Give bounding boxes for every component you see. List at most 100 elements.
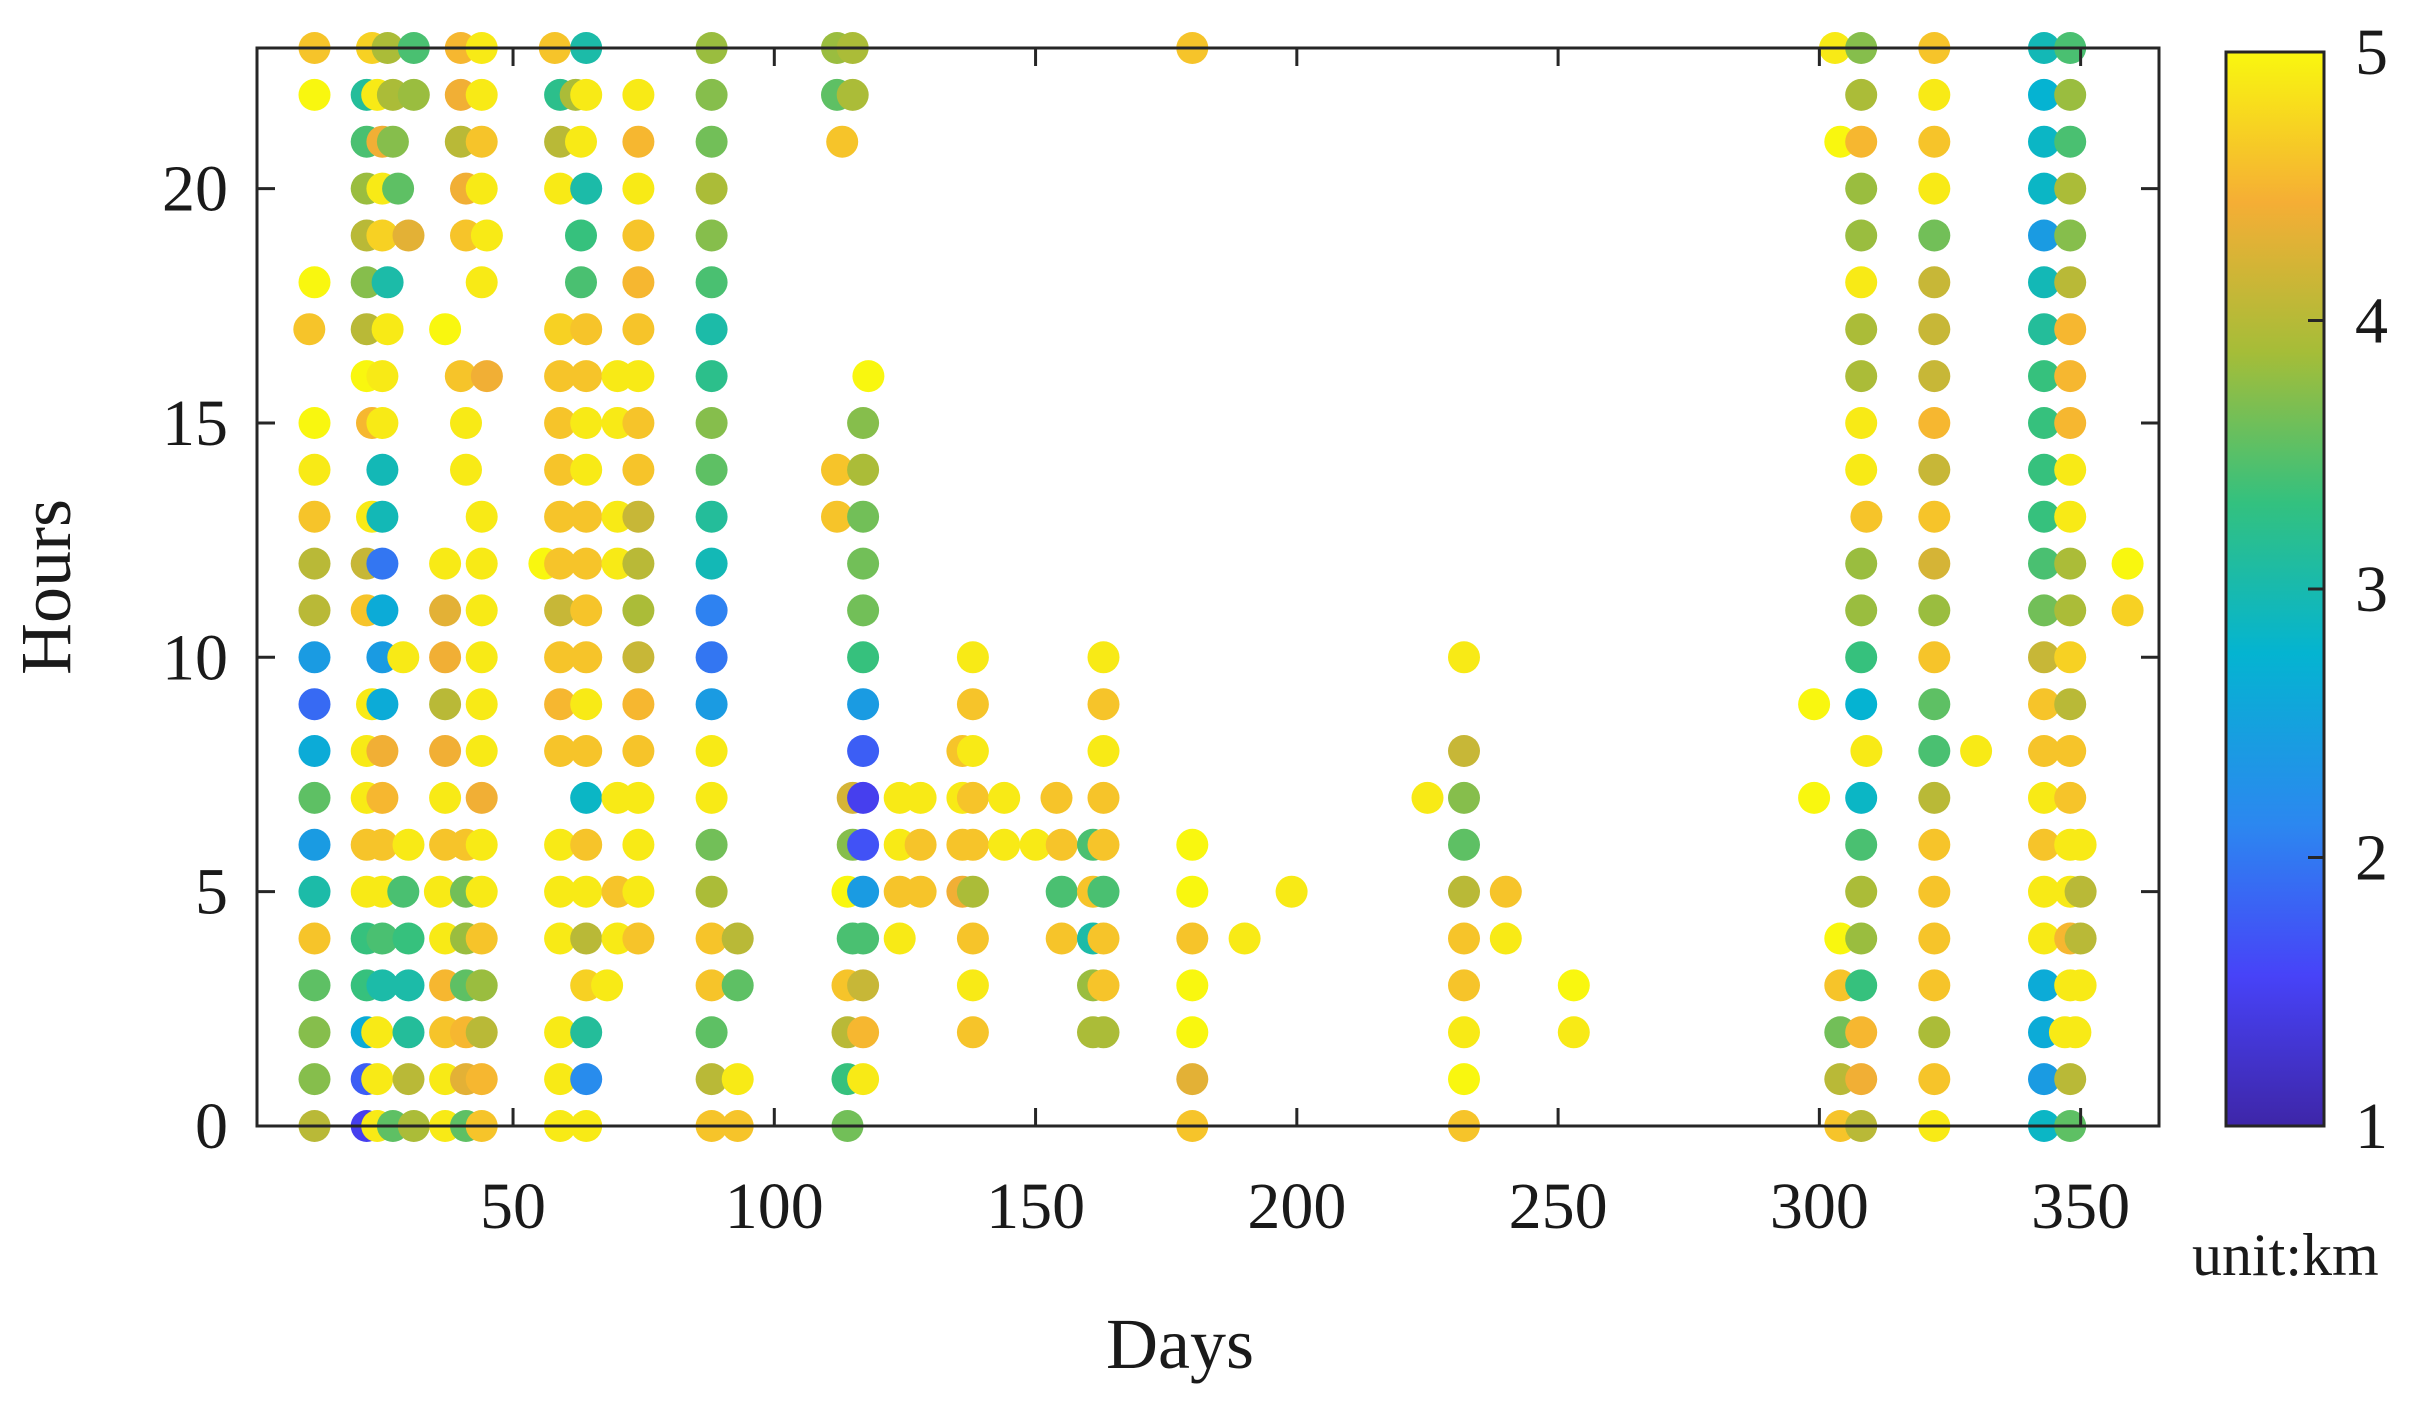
data-point: [450, 453, 482, 486]
data-point: [836, 78, 869, 111]
data-point: [695, 594, 728, 627]
data-point: [1176, 1063, 1209, 1096]
data-point: [465, 922, 498, 955]
data-point: [988, 828, 1021, 861]
data-point: [570, 172, 603, 205]
data-point: [956, 969, 989, 1002]
colorbar-tick-label: 2: [2355, 822, 2388, 895]
data-point: [366, 407, 399, 439]
data-point: [298, 688, 331, 721]
data-point: [721, 1063, 754, 1096]
data-point: [847, 969, 880, 1002]
data-point: [392, 828, 425, 861]
colorbar: [2224, 50, 2326, 1128]
data-point: [570, 547, 603, 580]
data-point: [2054, 547, 2087, 580]
data-point: [1918, 1016, 1951, 1049]
data-point: [465, 266, 498, 299]
data-point: [570, 828, 603, 861]
data-point: [366, 500, 399, 533]
data-point: [1918, 407, 1951, 439]
colorbar-tick-label: 1: [2355, 1090, 2388, 1163]
data-point: [2028, 828, 2060, 861]
data-point: [1918, 313, 1951, 346]
data-point: [366, 360, 399, 393]
data-point: [570, 875, 603, 908]
data-point: [1918, 1063, 1951, 1096]
data-point: [1087, 781, 1120, 814]
data-point: [1850, 735, 1883, 767]
colorbar-tick-label: 4: [2355, 285, 2388, 358]
data-point: [544, 500, 577, 533]
data-point: [1845, 219, 1878, 252]
x-tick-label: 100: [725, 1170, 824, 1243]
x-tick-label: 50: [480, 1170, 546, 1243]
data-point: [1845, 547, 1878, 580]
data-point: [429, 781, 462, 814]
data-point: [2028, 500, 2060, 533]
data-point: [1176, 1016, 1209, 1049]
data-point: [1845, 781, 1878, 814]
data-point: [2028, 781, 2060, 814]
data-point: [2028, 547, 2060, 580]
data-point: [826, 125, 859, 158]
data-point: [1845, 313, 1878, 346]
y-tick-label: 20: [162, 153, 228, 226]
data-point: [1918, 828, 1951, 861]
data-point: [1845, 828, 1878, 861]
data-point: [1918, 922, 1951, 955]
data-point: [1798, 781, 1831, 814]
data-point: [695, 1063, 728, 1096]
data-point: [1448, 1063, 1480, 1096]
data-point: [1087, 922, 1120, 955]
data-point: [298, 828, 331, 861]
data-points: [293, 32, 2144, 1142]
x-tick-label: 300: [1770, 1170, 1869, 1243]
data-point: [695, 735, 728, 767]
data-point: [298, 1016, 331, 1049]
data-point: [622, 547, 655, 580]
data-point: [847, 922, 880, 955]
data-point: [366, 547, 399, 580]
data-point: [695, 781, 728, 814]
data-point: [366, 828, 399, 861]
data-point: [2064, 969, 2097, 1002]
data-point: [366, 735, 399, 767]
x-tick-label: 150: [986, 1170, 1085, 1243]
data-point: [622, 266, 655, 299]
data-point: [1845, 969, 1878, 1002]
data-point: [1489, 922, 1522, 955]
data-point: [1176, 875, 1209, 908]
data-point: [1845, 1063, 1878, 1096]
data-point: [956, 1016, 989, 1049]
data-point: [904, 781, 937, 814]
data-point: [847, 594, 880, 627]
data-point: [2028, 172, 2060, 205]
data-point: [1845, 125, 1878, 158]
data-point: [298, 641, 331, 674]
data-point: [371, 266, 404, 299]
data-point: [366, 922, 399, 955]
data-point: [465, 688, 498, 721]
data-point: [429, 594, 462, 627]
data-point: [570, 1063, 603, 1096]
colorbar-tick-label: 5: [2355, 16, 2388, 89]
data-point: [2028, 453, 2060, 486]
data-point: [570, 360, 603, 393]
data-point: [956, 828, 989, 861]
data-point: [565, 219, 597, 252]
data-point: [2054, 641, 2087, 674]
data-point: [298, 453, 331, 486]
data-point: [2054, 688, 2087, 721]
data-point: [470, 219, 503, 252]
data-point: [1918, 78, 1951, 111]
data-point: [298, 500, 331, 533]
data-point: [622, 453, 655, 486]
data-point: [847, 828, 880, 861]
data-point: [298, 547, 331, 580]
data-point: [293, 313, 326, 346]
data-point: [721, 969, 754, 1002]
data-point: [622, 828, 655, 861]
data-point: [695, 407, 728, 439]
data-point: [570, 688, 603, 721]
